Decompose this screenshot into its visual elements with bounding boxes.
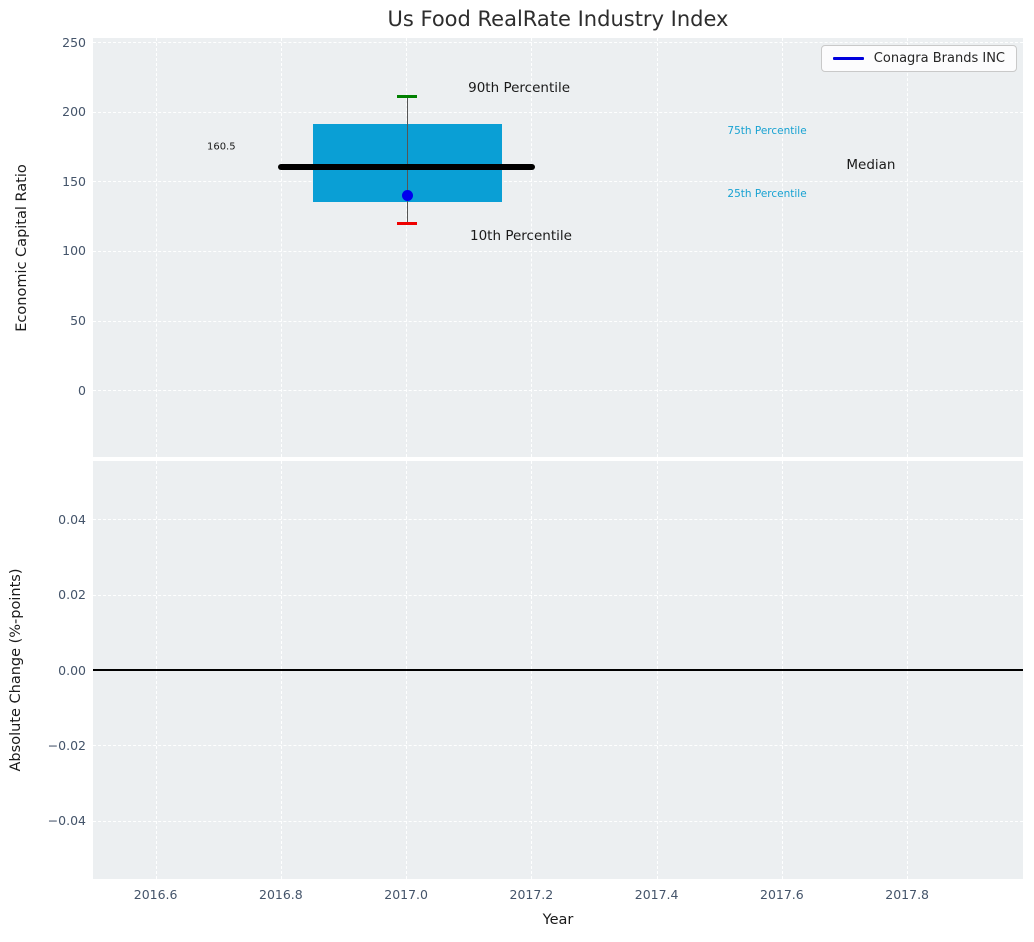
- gridline: [93, 250, 1023, 252]
- x-tick-label: 2017.2: [509, 887, 554, 902]
- y-tick-label: 150: [62, 173, 86, 189]
- company-point: [401, 190, 413, 202]
- x-tick-label: 2016.8: [259, 887, 303, 902]
- chart-annotation: 160.5: [206, 141, 236, 153]
- y-tick-label: 0.02: [58, 587, 86, 603]
- x-tick-label: 2017.6: [760, 887, 804, 902]
- gridline: [781, 38, 783, 457]
- gridline: [93, 320, 1023, 322]
- gridline: [656, 38, 658, 457]
- gridline: [280, 38, 282, 457]
- gridline: [93, 111, 1023, 113]
- zero-line: [93, 669, 1023, 671]
- y-tick-label: 100: [62, 243, 86, 259]
- gridline: [93, 820, 1023, 822]
- boxplot-p10-cap: [397, 222, 418, 226]
- y-tick-label: 200: [62, 104, 86, 120]
- gridline: [155, 38, 157, 457]
- boxplot-whisker: [406, 96, 408, 224]
- chart-annotation: 25th Percentile: [727, 187, 807, 200]
- x-tick-label: 2017.4: [634, 887, 679, 902]
- gridline: [406, 38, 408, 457]
- gridline: [531, 38, 533, 457]
- chart-annotation: 10th Percentile: [470, 227, 572, 244]
- chart-annotation: 75th Percentile: [727, 124, 807, 137]
- gridline: [93, 181, 1023, 183]
- gridline: [93, 390, 1023, 392]
- y-tick-label: 50: [70, 313, 86, 329]
- y-tick-label: 0.00: [58, 662, 86, 678]
- legend: Conagra Brands INC: [820, 45, 1017, 72]
- y-tick-label: 250: [62, 34, 86, 50]
- y-tick-label: −0.02: [47, 737, 86, 753]
- boxplot-p90-cap: [397, 94, 418, 98]
- legend-label: Conagra Brands INC: [873, 51, 1005, 66]
- x-tick-label: 2016.6: [133, 887, 178, 902]
- gridline: [93, 594, 1023, 596]
- gridline: [93, 42, 1023, 44]
- bottom-axes: [93, 461, 1023, 879]
- y-tick-label: −0.04: [47, 813, 86, 829]
- y-tick-label: 0: [78, 382, 86, 398]
- gridline: [93, 519, 1023, 521]
- gridline: [93, 745, 1023, 747]
- x-tick-label: 2017.0: [384, 887, 428, 902]
- top-axes: Conagra Brands INC 90th Percentile 10th P…: [93, 38, 1023, 457]
- gridline: [907, 38, 909, 457]
- boxplot-median-line: [277, 163, 536, 170]
- y-tick-label: 0.04: [58, 511, 86, 527]
- x-tick-label: 2017.8: [885, 887, 930, 902]
- x-axis-label: Year: [542, 912, 574, 928]
- chart-annotation: Median: [846, 157, 896, 174]
- chart-title: Us Food RealRate Industry Index: [387, 7, 729, 31]
- chart-annotation: 90th Percentile: [468, 79, 571, 96]
- legend-line-sample: [832, 57, 864, 60]
